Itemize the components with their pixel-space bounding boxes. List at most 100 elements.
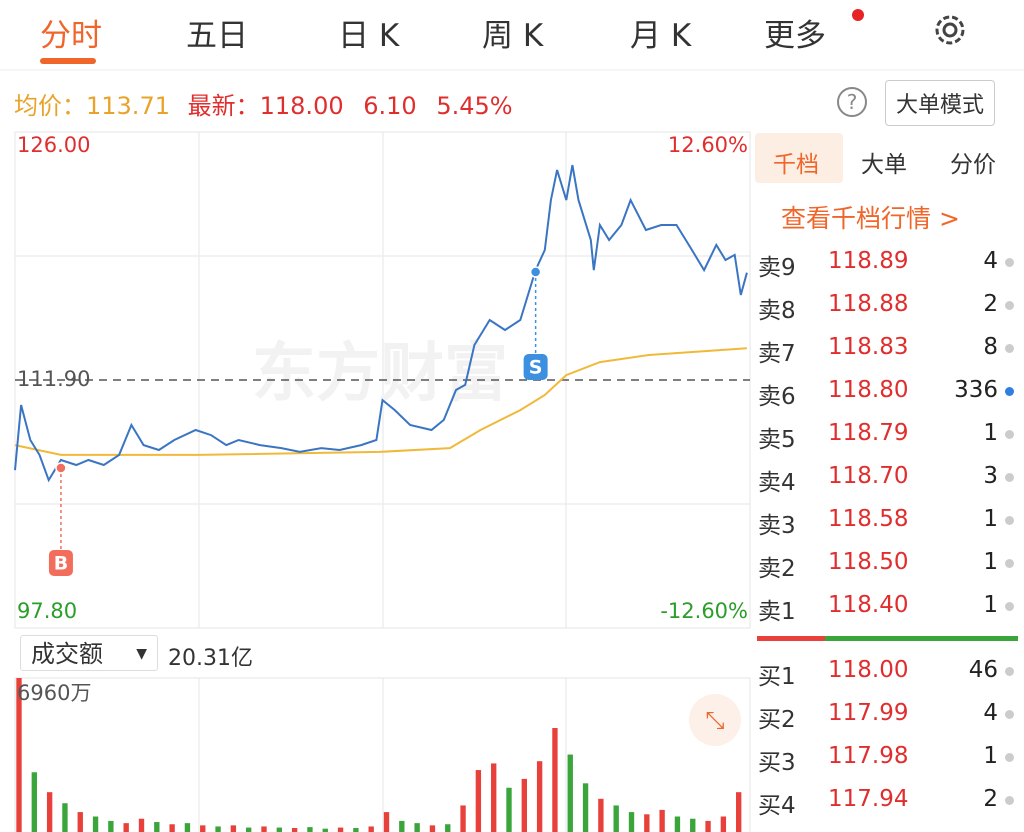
book-qty: 2 [983,291,998,317]
tab[interactable]: 日 K [338,18,400,54]
book-level: 卖6 [758,384,796,410]
volume-bar [445,824,451,832]
volume-bar [399,820,405,832]
volume-bar [674,816,681,832]
volume-bar [31,772,37,832]
volume-bar [613,805,619,832]
book-level: 卖2 [758,556,796,582]
avg-label: 均价： [14,92,86,120]
y2-tick-label: -12.60% [660,599,748,623]
book-price: 118.70 [828,463,909,489]
book-qty: 46 [968,657,998,683]
book-price: 118.88 [828,291,909,317]
quote-row: 均价：113.71 最新：118.00 6.10 5.45% [14,86,513,121]
book-level: 卖1 [758,599,796,625]
selector-label: 成交额 [31,640,103,668]
book-level: 买3 [758,750,796,776]
book-tab[interactable]: 大单 [861,152,907,178]
change-pct: 5.45% [436,92,513,120]
mode-button[interactable]: 大单模式 [885,80,996,126]
price-line [14,164,748,483]
volume-bar [184,823,191,832]
dropdown-arrow: ▼ [136,646,147,662]
book-tab[interactable]: 千档 [773,152,819,178]
bid-ratio [825,636,1018,641]
book-level: 买4 [758,793,796,819]
volume-bar [230,825,237,832]
tab[interactable]: 分时 [40,18,102,54]
volume-bar [644,814,650,832]
volume-bar [77,812,83,832]
volume-bar [720,816,727,832]
volume-bar [62,803,68,832]
y-tick-label: 126.00 [17,133,90,157]
book-qty: 8 [983,334,998,360]
volume-bar [337,827,344,832]
price-line [14,347,747,456]
volume-bar [307,827,313,832]
marker-point [529,266,542,278]
book-price: 117.94 [828,786,909,812]
latest-label: 最新： [187,92,260,120]
book-dot [1005,516,1014,525]
book-level: 卖5 [758,427,796,453]
book-level: 卖9 [758,255,796,281]
tab[interactable]: 更多 [764,18,826,54]
tab[interactable]: 月 K [630,18,692,54]
book-qty: 1 [983,506,998,532]
book-price: 117.99 [828,700,909,726]
book-qty: 3 [983,463,998,489]
book-price: 118.83 [828,334,909,360]
volume-bar [169,824,175,832]
volume-bar [16,678,22,832]
book-dot [1005,387,1014,396]
volume-bar [215,826,221,832]
book-price: 118.58 [828,506,909,532]
volume-bar [368,826,374,832]
book-price: 118.89 [828,248,909,274]
volume-selector[interactable]: 成交额 ▼ [20,635,158,671]
expand-button[interactable]: ⤡ [689,694,741,746]
book-price: 118.79 [828,420,909,446]
book-tab[interactable]: 分价 [950,152,996,178]
volume-bar [383,812,390,832]
volume-bar [261,826,267,832]
tab[interactable]: 五日 [186,18,248,54]
tab[interactable]: 周 K [482,18,544,54]
book-dot [1005,301,1014,310]
volume-bar [322,828,328,832]
y-tick-label: 97.80 [17,599,77,623]
volume-bar [108,820,114,832]
active-tab-bg [755,133,843,183]
book-price: 118.80 [828,377,909,403]
settings-icon[interactable] [930,10,970,50]
book-level: 卖4 [758,470,796,496]
change: 6.10 [363,92,417,120]
ask-ratio [757,636,825,641]
book-price: 118.00 [828,657,909,683]
book-level: 卖8 [758,298,796,324]
book-dot [1005,430,1014,439]
volume-bar [582,783,589,832]
book-qty: 4 [983,248,998,274]
book-level: 买2 [758,707,796,733]
volume-bar [154,822,160,832]
book-dot [1005,667,1014,676]
book-dot [1005,559,1014,568]
volume-bar [536,761,543,832]
y2-tick-label: 12.60% [668,133,748,157]
help-icon[interactable]: ? [837,87,867,117]
volume-bar [123,823,129,832]
book-dot [1005,344,1014,353]
book-qty: 336 [954,377,998,403]
volume-bar [414,823,420,832]
volume-bar [567,754,573,832]
marker-label: S [529,357,543,379]
y-tick-label: 111.90 [17,367,90,391]
book-link[interactable]: 查看千档行情 > [781,204,960,233]
book-dot [1005,473,1014,482]
red-dot [852,9,864,21]
book-qty: 1 [983,592,998,618]
